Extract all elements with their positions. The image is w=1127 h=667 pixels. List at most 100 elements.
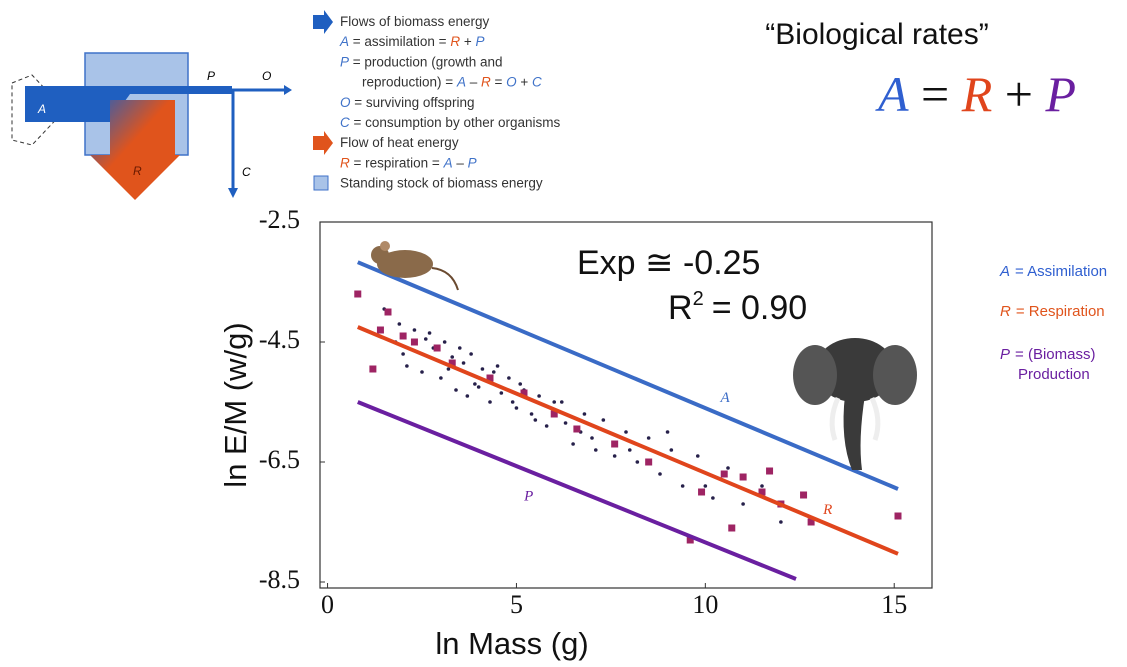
annotation-superscript: 2	[693, 288, 704, 310]
legend-text: = production (growth and	[349, 54, 502, 69]
data-point	[510, 400, 515, 404]
y-tick-label: -8.5	[259, 565, 300, 594]
y-axis-title: ln E/M (w/g)	[218, 322, 253, 487]
line-label: R	[822, 502, 832, 518]
legend-line: reproduction) = A – R = O + C	[362, 74, 542, 89]
legend-symbol: A	[443, 155, 453, 170]
legend-line: Flow of heat energy	[340, 135, 459, 150]
data-point	[397, 322, 402, 326]
data-point	[563, 421, 568, 425]
diagram-legend: Flows of biomass energy A = assimilation …	[339, 14, 560, 191]
legend-symbol: C	[340, 115, 350, 130]
data-square	[611, 440, 619, 448]
data-point	[635, 460, 640, 464]
legend-line: A = assimilation = R + P	[339, 34, 484, 49]
data-point	[507, 376, 511, 380]
x-tick-label: 10	[692, 590, 718, 619]
data-square	[807, 518, 815, 526]
legend-text: +	[517, 74, 532, 89]
data-point	[514, 406, 519, 410]
diagram-label: C	[242, 165, 251, 179]
data-point	[446, 367, 451, 371]
data-point	[499, 391, 504, 395]
data-point	[669, 448, 674, 452]
data-point	[518, 382, 523, 386]
side-legend-symbol: R	[1000, 303, 1011, 320]
diagram-label: A	[37, 102, 46, 116]
side-legend: A = Assimilation R = Respiration P = (Biomass…	[999, 263, 1107, 383]
data-point	[473, 382, 477, 386]
side-legend-text: = Respiration	[1016, 303, 1105, 320]
data-point	[601, 418, 606, 422]
data-point	[552, 400, 557, 404]
data-square	[758, 488, 766, 496]
diagram-label: P	[207, 69, 215, 83]
data-point	[537, 394, 541, 398]
data-point	[571, 442, 575, 446]
data-point	[779, 520, 783, 524]
fit-line	[357, 260, 899, 491]
legend-line: C = consumption by other organisms	[340, 115, 560, 130]
equation-term: P	[1044, 66, 1076, 122]
legend-text: = surviving offspring	[351, 94, 475, 109]
legend-text: +	[460, 34, 475, 49]
legend-symbol: P	[475, 34, 484, 49]
legend-symbol: P	[340, 54, 349, 69]
data-square	[645, 458, 653, 466]
legend-symbol: A	[456, 74, 466, 89]
side-legend-text: Production	[1018, 366, 1090, 383]
legend-text: Standing stock of biomass energy	[340, 175, 543, 190]
equation: A = R + P	[875, 66, 1076, 122]
line-label: A	[720, 390, 731, 406]
legend-text: =	[491, 74, 506, 89]
legend-text: = assimilation =	[349, 34, 450, 49]
legend-symbol: R	[450, 34, 460, 49]
data-point	[726, 466, 730, 470]
data-point	[590, 436, 594, 440]
data-point	[420, 370, 424, 374]
data-point	[559, 400, 564, 404]
side-legend-symbol: A	[999, 263, 1010, 280]
data-square	[728, 524, 736, 532]
data-square	[573, 425, 581, 433]
data-square	[448, 359, 456, 367]
equation-term: A	[875, 66, 909, 122]
x-tick-label: 15	[881, 590, 907, 619]
data-point	[665, 430, 670, 434]
legend-symbol: P	[468, 155, 477, 170]
data-point	[627, 448, 632, 452]
annotation-part: = 0.90	[712, 289, 807, 327]
data-square	[766, 467, 774, 475]
data-point	[412, 328, 417, 332]
equation-operator: =	[921, 66, 949, 122]
data-point	[658, 472, 662, 476]
data-point	[593, 448, 598, 452]
legend-line: Flows of biomass energy	[340, 14, 490, 29]
diagram-label: R	[133, 164, 142, 178]
mouse-icon	[371, 241, 459, 291]
fit-line	[357, 400, 797, 581]
arrow-head	[284, 85, 292, 95]
y-tick-label: -2.5	[259, 205, 300, 234]
legend-line: O = surviving offspring	[340, 94, 474, 109]
data-square	[550, 410, 558, 418]
data-point	[582, 412, 587, 416]
data-point	[741, 502, 745, 506]
legend-symbol: O	[340, 94, 351, 109]
line-label: P	[523, 488, 533, 504]
data-point	[480, 367, 485, 371]
data-square	[399, 332, 407, 340]
energy-diagram	[11, 10, 333, 200]
legend-line: R = respiration = A – P	[340, 155, 477, 170]
data-point	[533, 418, 538, 422]
data-square	[433, 344, 441, 352]
data-square	[894, 512, 902, 520]
legend-text: = consumption by other organisms	[350, 115, 561, 130]
side-legend-symbol: P	[1000, 346, 1010, 363]
heat-flow-arrow	[90, 100, 180, 200]
equation-operator: +	[1005, 66, 1033, 122]
data-square	[520, 389, 528, 397]
x-tick-label: 5	[510, 590, 523, 619]
data-square	[376, 326, 384, 334]
